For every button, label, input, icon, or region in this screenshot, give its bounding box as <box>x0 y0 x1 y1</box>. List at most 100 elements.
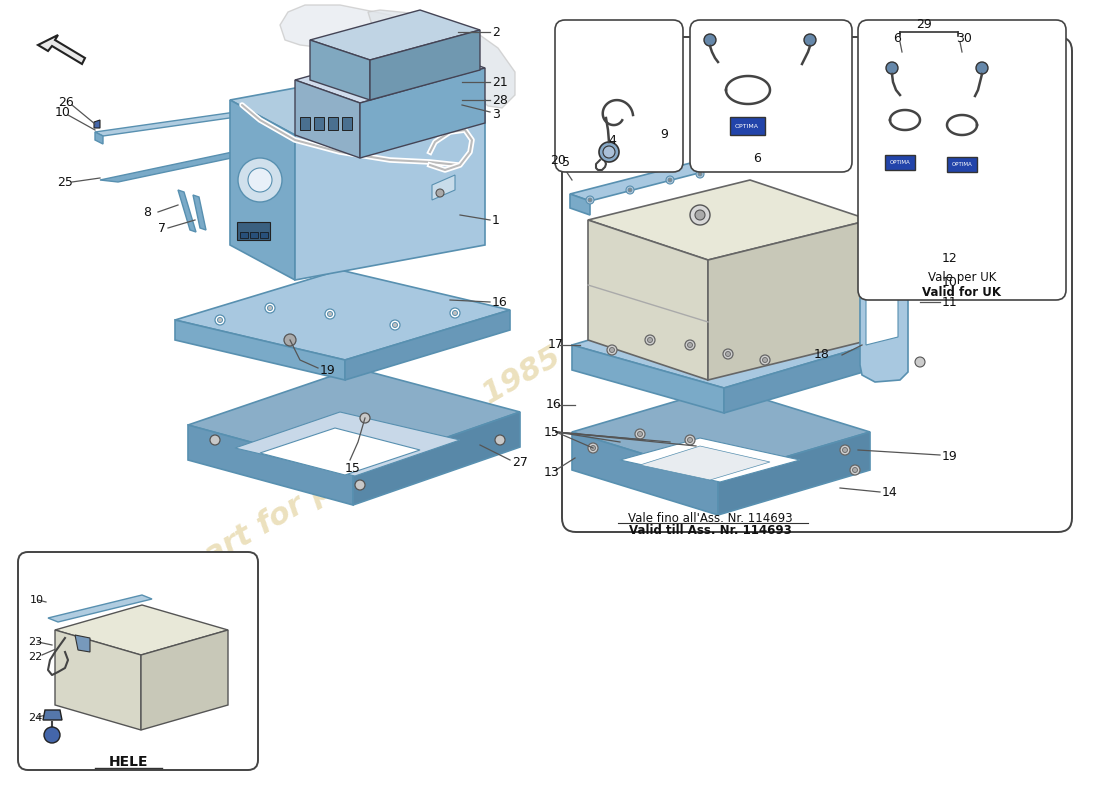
Text: Valid for UK: Valid for UK <box>923 286 1001 298</box>
Polygon shape <box>570 194 590 215</box>
Polygon shape <box>95 132 103 144</box>
Polygon shape <box>236 222 270 240</box>
Polygon shape <box>39 35 85 64</box>
Text: 16: 16 <box>546 398 562 411</box>
Bar <box>947 157 977 172</box>
Circle shape <box>695 210 705 220</box>
Polygon shape <box>188 425 353 505</box>
Circle shape <box>666 176 674 184</box>
Polygon shape <box>572 345 724 413</box>
Circle shape <box>393 322 397 327</box>
Polygon shape <box>175 270 510 360</box>
Polygon shape <box>368 10 515 108</box>
Text: 16: 16 <box>492 295 508 309</box>
Circle shape <box>726 351 730 357</box>
Text: Vale per UK: Vale per UK <box>927 271 997 285</box>
Text: 22: 22 <box>28 652 42 662</box>
Polygon shape <box>75 635 90 652</box>
Polygon shape <box>620 438 800 482</box>
Circle shape <box>976 62 988 74</box>
Text: 30: 30 <box>956 31 972 45</box>
Text: 20: 20 <box>550 154 565 166</box>
Circle shape <box>915 357 925 367</box>
Polygon shape <box>94 120 100 128</box>
Bar <box>730 117 764 135</box>
Polygon shape <box>55 605 228 655</box>
Circle shape <box>607 345 617 355</box>
Polygon shape <box>572 387 870 477</box>
Polygon shape <box>100 150 260 182</box>
Circle shape <box>284 334 296 346</box>
Polygon shape <box>640 446 770 480</box>
Polygon shape <box>724 345 870 413</box>
Polygon shape <box>295 45 485 103</box>
Polygon shape <box>235 412 460 476</box>
Polygon shape <box>310 10 480 60</box>
Circle shape <box>626 186 634 194</box>
Circle shape <box>452 310 458 315</box>
Text: 3: 3 <box>492 107 499 121</box>
Polygon shape <box>178 190 196 232</box>
Polygon shape <box>280 5 450 102</box>
Polygon shape <box>55 630 141 730</box>
Circle shape <box>880 231 888 239</box>
Circle shape <box>645 335 654 345</box>
Circle shape <box>698 172 702 176</box>
Text: 9: 9 <box>660 129 668 142</box>
Text: 2: 2 <box>492 26 499 38</box>
Circle shape <box>210 435 220 445</box>
Polygon shape <box>250 232 258 238</box>
Text: 12: 12 <box>942 251 958 265</box>
Circle shape <box>723 349 733 359</box>
FancyBboxPatch shape <box>690 20 852 172</box>
Text: 8: 8 <box>143 206 151 218</box>
Text: 21: 21 <box>492 75 508 89</box>
Circle shape <box>218 318 222 322</box>
Polygon shape <box>300 117 310 130</box>
Circle shape <box>214 315 225 325</box>
Polygon shape <box>866 275 898 345</box>
FancyBboxPatch shape <box>556 20 683 172</box>
Circle shape <box>704 34 716 46</box>
Text: HELE: HELE <box>108 755 147 769</box>
Text: Valid till Ass. Nr. 114693: Valid till Ass. Nr. 114693 <box>628 523 791 537</box>
Circle shape <box>328 311 332 317</box>
Polygon shape <box>718 432 870 515</box>
Circle shape <box>760 355 770 365</box>
Text: 24: 24 <box>28 713 42 723</box>
Text: 6: 6 <box>754 151 761 165</box>
Circle shape <box>238 158 282 202</box>
Polygon shape <box>48 595 152 622</box>
Polygon shape <box>43 710 62 720</box>
Polygon shape <box>570 158 730 201</box>
Polygon shape <box>230 65 485 135</box>
Polygon shape <box>260 232 268 238</box>
Text: 10: 10 <box>942 275 958 289</box>
Circle shape <box>355 480 365 490</box>
Polygon shape <box>295 100 485 280</box>
Polygon shape <box>141 630 228 730</box>
Polygon shape <box>708 220 870 380</box>
Text: 27: 27 <box>512 455 528 469</box>
Circle shape <box>609 347 615 353</box>
Polygon shape <box>260 428 420 475</box>
Text: 5: 5 <box>562 155 570 169</box>
Circle shape <box>495 435 505 445</box>
Text: a part for parts since 1985: a part for parts since 1985 <box>154 342 566 598</box>
Circle shape <box>591 446 595 450</box>
Circle shape <box>600 142 619 162</box>
Text: 13: 13 <box>544 466 560 478</box>
Polygon shape <box>370 30 480 100</box>
Text: 10: 10 <box>30 595 44 605</box>
Circle shape <box>588 443 598 453</box>
Circle shape <box>628 188 632 192</box>
Circle shape <box>360 413 370 423</box>
Circle shape <box>685 340 695 350</box>
Polygon shape <box>342 117 352 130</box>
Polygon shape <box>588 220 708 380</box>
Polygon shape <box>588 180 870 260</box>
FancyBboxPatch shape <box>562 37 1072 532</box>
FancyBboxPatch shape <box>858 20 1066 300</box>
Text: 15: 15 <box>345 462 361 474</box>
Circle shape <box>688 342 693 347</box>
